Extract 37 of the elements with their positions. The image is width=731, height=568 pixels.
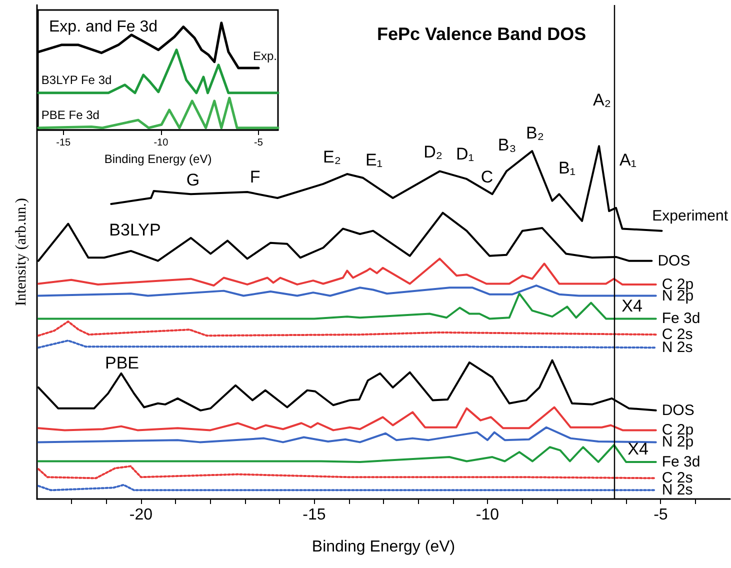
x-tick-label: -15: [56, 138, 72, 148]
annotation: B₃: [498, 136, 516, 154]
annotation: B3LYP: [109, 220, 161, 240]
y-axis-title: Intensity (arb.un.): [14, 198, 30, 306]
series-label: Experiment: [652, 207, 729, 224]
x-axis-title: Binding Energy (eV): [104, 152, 212, 166]
annotation: C: [480, 168, 494, 186]
series-label: PBE Fe 3d: [41, 108, 100, 122]
x-tick-label: -5: [254, 138, 264, 148]
annotation: PBE: [104, 354, 140, 372]
x-tick-label: -10: [154, 138, 169, 148]
annotation: G: [186, 170, 200, 190]
chart-title: FePc Valence Band DOS: [377, 24, 586, 44]
annotation: A₁: [619, 150, 637, 170]
text: B₂: [526, 124, 544, 142]
chart-title: Exp. and Fe 3d: [49, 18, 158, 36]
annotation: X4: [622, 296, 642, 316]
series-label: DOS: [658, 252, 690, 270]
annotation: D₁: [456, 144, 474, 164]
annotation: E₂: [323, 148, 341, 166]
series-label: B3LYP Fe 3d: [41, 72, 112, 87]
annotation: F: [250, 168, 260, 186]
series-label: DOS: [662, 402, 694, 419]
series-label: N 2s: [662, 339, 693, 356]
x-tick-label: -15: [302, 506, 326, 524]
annotation: X4: [628, 440, 648, 458]
series-label: Fe 3d: [662, 310, 700, 328]
x-tick-label: -10: [476, 506, 500, 524]
x-tick-label: -20: [129, 506, 153, 524]
series-label: Exp.: [252, 48, 278, 63]
x-tick-label: -5: [654, 506, 668, 524]
annotation: E₁: [365, 150, 383, 170]
annotation: D₂: [424, 142, 442, 162]
text: A₂: [593, 90, 611, 110]
series-label: Fe 3d: [662, 453, 700, 470]
x-axis-title: Binding Energy (eV): [312, 538, 456, 556]
annotation: B₁: [558, 158, 576, 178]
